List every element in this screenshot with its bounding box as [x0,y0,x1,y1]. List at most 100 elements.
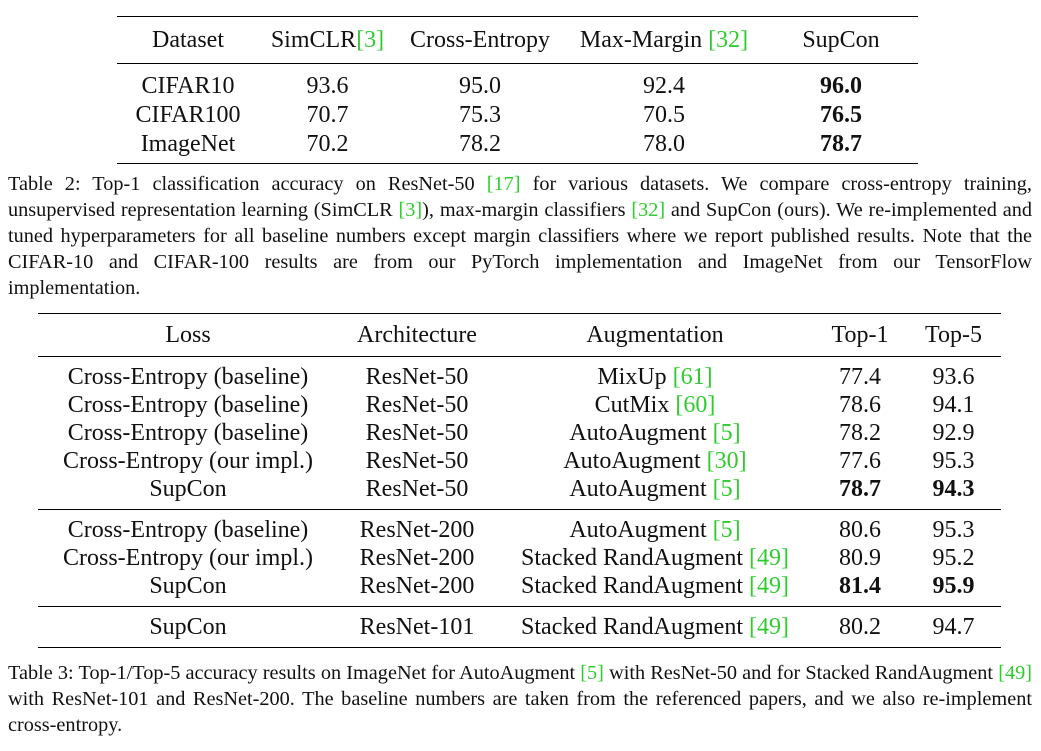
architecture-cell: ResNet-200 [359,544,475,571]
loss-cell: SupCon [149,572,227,599]
caption-text: Top-1/Top-5 accuracy results on ImageNet… [73,662,581,684]
augmentation-cell: Stacked RandAugment [49] [496,572,814,607]
header-max-margin-label: Max-Margin [579,26,709,53]
caption-text: Top-1 classification accuracy on ResNet-… [80,173,487,195]
citation-link[interactable]: [5] [580,662,604,684]
citation-link[interactable]: [5] [712,516,741,543]
value-cell: 78.0 [643,131,685,157]
top5-cell: 95.9 [932,572,975,599]
citation-link[interactable]: [5] [712,419,741,446]
augmentation-cell: AutoAugment [5] [496,509,814,544]
table-row: Cross-Entropy (our impl.) ResNet-50 AutoAu… [38,447,1001,475]
caption-label: Table 2: [8,173,81,195]
caption-text: and SupCon (ours). We re-implemented and… [8,199,1033,299]
table-row: Cross-Entropy (baseline) ResNet-50 CutMix … [38,391,1001,419]
citation-link[interactable]: [49] [998,662,1032,684]
header-architecture: Architecture [338,313,496,357]
top1-cell: 78.6 [839,391,881,418]
loss-cell: Cross-Entropy (our impl.) [63,447,313,474]
caption-text: ), max-margin classifiers [422,199,632,221]
top5-cell: 94.1 [932,391,975,418]
top1-cell: 80.2 [814,606,906,648]
architecture-cell: ResNet-200 [359,572,475,599]
augmentation-cell: AutoAugment [30] [496,447,814,475]
value-cell: 75.3 [459,102,501,128]
value-cell: 78.2 [459,131,501,157]
augmentation-label: AutoAugment [563,447,707,474]
table-2-header-row: Dataset SimCLR[3] Cross-Entropy Max-Marg… [117,16,918,64]
best-value-cell: 76.5 [820,102,862,128]
augmentation-cell: AutoAugment [5] [496,475,814,510]
value-cell: 95.0 [459,73,501,99]
caption-text: with ResNet-50 and for Stacked RandAugme… [603,662,999,684]
caption-text: with ResNet-101 and ResNet-200. The base… [8,688,1032,736]
table-row: CIFAR10 93.6 95.0 92.4 96.0 [117,64,918,102]
citation-link[interactable]: [30] [706,447,747,474]
header-supcon: SupCon [764,16,918,64]
augmentation-label: CutMix [594,391,676,418]
top1-cell: 77.4 [839,363,881,390]
augmentation-label: AutoAugment [569,475,713,502]
architecture-cell: ResNet-101 [338,606,496,648]
citation-link[interactable]: [32] [631,199,666,221]
table-3-caption: Table 3: Top-1/Top-5 accuracy results on… [8,660,1032,738]
augmentation-cell: MixUp [61] [496,357,814,392]
top5-cell: 95.3 [932,447,975,474]
table-row: SupCon ResNet-50 AutoAugment [5] 78.7 94.3 [38,475,1001,510]
table-row: CIFAR100 70.7 75.3 70.5 76.5 [117,101,918,130]
citation-link[interactable]: [61] [672,363,713,390]
top5-cell: 93.6 [932,363,975,390]
loss-cell: Cross-Entropy (baseline) [67,391,309,418]
top1-cell: 78.2 [839,419,881,446]
header-loss: Loss [38,313,338,357]
table-row: Cross-Entropy (baseline) ResNet-200 AutoAu… [38,509,1001,544]
citation-link[interactable]: [49] [748,544,789,571]
table-3-group-resnet-200: Cross-Entropy (baseline) ResNet-200 AutoAu… [38,509,1001,607]
dataset-cell: CIFAR100 [135,102,241,128]
table-row: Cross-Entropy (baseline) ResNet-50 MixUp [… [38,357,1001,392]
citation-link[interactable]: [32] [708,26,749,53]
value-cell: 93.6 [306,73,349,99]
table-2: Dataset SimCLR[3] Cross-Entropy Max-Marg… [117,16,918,164]
citation-link[interactable]: [17] [486,173,521,195]
table-3-group-resnet-101: SupCon ResNet-101 Stacked RandAugment [49]… [38,606,1001,648]
top5-cell: 95.3 [906,509,1001,544]
top1-cell: 81.4 [839,572,881,599]
top5-cell: 94.7 [906,606,1001,648]
header-top1: Top-1 [814,313,906,357]
header-dataset: Dataset [117,16,259,64]
citation-link[interactable]: [5] [712,475,741,502]
citation-link[interactable]: [60] [675,391,716,418]
table-row: SupCon ResNet-101 Stacked RandAugment [49]… [38,606,1001,648]
table-2-caption: Table 2: Top-1 classification accuracy o… [8,171,1032,301]
architecture-cell: ResNet-50 [365,363,469,390]
citation-link[interactable]: [3] [398,199,423,221]
top1-cell: 78.7 [839,475,881,502]
value-cell: 70.7 [306,102,349,128]
header-simclr: SimCLR[3] [259,16,396,64]
header-max-margin: Max-Margin [32] [564,16,764,64]
dataset-cell: ImageNet [140,131,236,157]
header-cross-entropy: Cross-Entropy [396,16,564,64]
header-top5: Top-5 [906,313,1001,357]
loss-cell: Cross-Entropy (our impl.) [63,544,313,571]
caption-label: Table 3: [8,662,74,684]
table-3-group-resnet-50: Cross-Entropy (baseline) ResNet-50 MixUp [… [38,357,1001,510]
value-cell: 92.4 [643,73,685,99]
architecture-cell: ResNet-200 [338,509,496,544]
citation-link[interactable]: [3] [356,26,385,53]
loss-cell: SupCon [149,475,227,502]
augmentation-label: Stacked RandAugment [521,613,749,640]
table-3: Loss Architecture Augmentation Top-1 Top… [38,313,1001,648]
best-value-cell: 78.7 [820,131,862,157]
loss-cell: SupCon [38,606,338,648]
citation-link[interactable]: [49] [748,613,789,640]
table-row: Cross-Entropy (our impl.) ResNet-200 Stack… [38,544,1001,572]
augmentation-label: Stacked RandAugment [521,572,749,599]
augmentation-label: MixUp [597,363,673,390]
architecture-cell: ResNet-50 [365,391,469,418]
citation-link[interactable]: [49] [748,572,789,599]
architecture-cell: ResNet-50 [365,419,469,446]
augmentation-cell: CutMix [60] [496,391,814,419]
augmentation-label: AutoAugment [569,419,713,446]
